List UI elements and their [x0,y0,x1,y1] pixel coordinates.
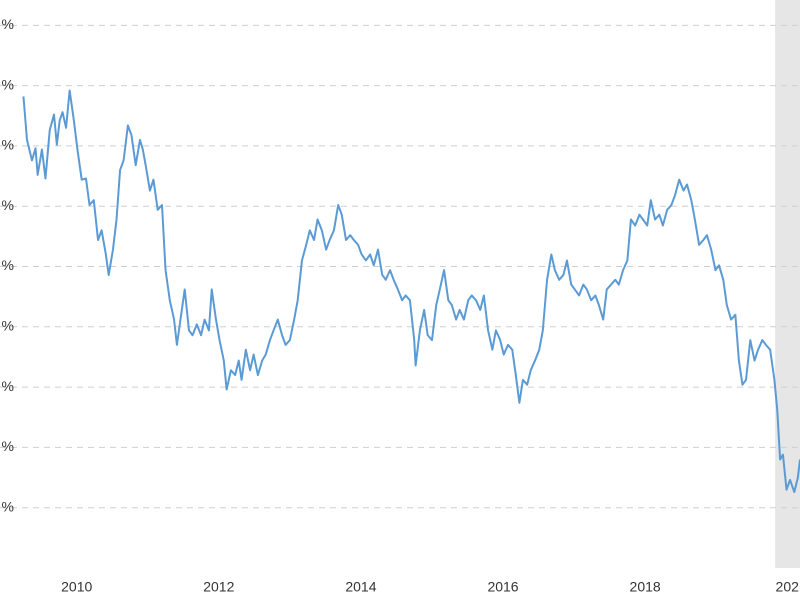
y-tick-label: % [2,438,14,454]
x-tick-label: 2014 [345,579,376,595]
x-tick-label: 2012 [203,579,234,595]
y-tick-label: % [2,257,14,273]
x-tick-label: 2018 [630,579,661,595]
y-tick-label: % [2,498,14,514]
y-tick-label: % [2,76,14,92]
x-tick-label: 2010 [61,579,92,595]
y-tick-label: % [2,137,14,153]
x-tick-label: 2016 [487,579,518,595]
y-tick-label: % [2,16,14,32]
y-tick-label: % [2,197,14,213]
shaded-region [775,0,800,568]
y-tick-label: % [2,318,14,334]
x-tick-label: 202 [776,579,800,595]
line-series [22,89,800,494]
y-tick-label: % [2,378,14,394]
